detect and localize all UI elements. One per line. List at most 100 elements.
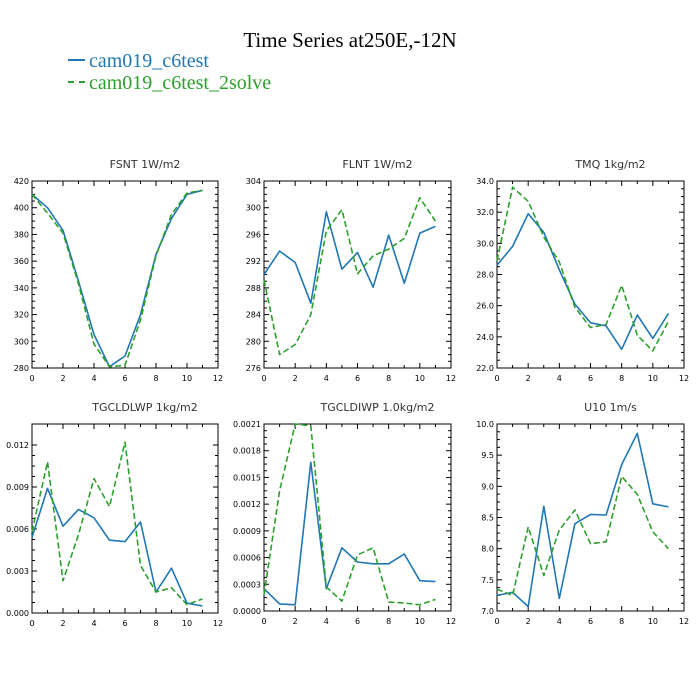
- chart-panel: FLNT 1W/m2 0 2 4 6 8 10 12 276 280 284 288 292 296 300…: [246, 158, 456, 383]
- legend-line-swatch: [68, 81, 85, 84]
- y-tick-label: 296: [246, 230, 261, 239]
- y-tick-label: 280: [246, 337, 261, 346]
- y-tick-label: 340: [14, 284, 29, 293]
- x-tick-label: 2: [60, 619, 65, 628]
- x-tick-label: 6: [355, 374, 360, 383]
- chart-title: TGCLDLWP 1kg/m2: [91, 401, 197, 414]
- chart-title: U10 1m/s: [584, 401, 637, 414]
- y-tick-label: 24.0: [476, 333, 494, 342]
- legend-item: cam019_c6test: [68, 50, 209, 73]
- x-tick-label: 2: [293, 374, 298, 383]
- x-tick-label: 8: [386, 374, 391, 383]
- x-tick-label: 12: [446, 617, 456, 626]
- y-tick-label: 292: [246, 257, 261, 266]
- chart-panel: TGCLDIWP 1.0kg/m2 0 2 4 6 8 10 12 0.0000 0.0003 0.…: [233, 401, 456, 626]
- x-tick-label: 10: [648, 374, 658, 383]
- y-tick-label: 300: [14, 337, 29, 346]
- y-tick-label: 30.0: [476, 239, 494, 248]
- x-tick-label: 6: [588, 617, 593, 626]
- series-line: [31, 189, 203, 368]
- y-tick-label: 9.5: [481, 451, 494, 460]
- x-tick-label: 0: [261, 617, 266, 626]
- legend-item: cam019_c6test_2solve: [68, 72, 271, 95]
- chart-panel: FSNT 1W/m2 0 2 4 6 8 10 12 280 300 320 340 360 380 400…: [14, 158, 223, 383]
- chart-title: TGCLDIWP 1.0kg/m2: [319, 401, 434, 414]
- y-tick-label: 360: [14, 257, 29, 266]
- plot-frame: [31, 180, 219, 369]
- x-tick-label: 12: [213, 374, 223, 383]
- y-tick-label: 0.0006: [233, 554, 261, 563]
- x-tick-label: 4: [324, 617, 329, 626]
- x-tick-label: 0: [261, 374, 266, 383]
- x-tick-label: 10: [415, 617, 425, 626]
- x-tick-label: 10: [415, 374, 425, 383]
- x-tick-label: 8: [153, 374, 158, 383]
- x-tick-label: 8: [386, 617, 391, 626]
- x-tick-label: 6: [122, 374, 127, 383]
- y-tick-label: 288: [246, 284, 261, 293]
- y-tick-label: 284: [246, 311, 261, 320]
- series-line: [496, 212, 670, 351]
- x-tick-label: 4: [557, 374, 562, 383]
- y-tick-label: 7.5: [481, 576, 494, 585]
- x-tick-label: 4: [91, 374, 96, 383]
- plot-frame: [496, 180, 685, 369]
- y-tick-label: 0.0012: [233, 500, 261, 509]
- series-line: [263, 423, 436, 606]
- y-tick-label: 276: [246, 364, 261, 373]
- series-line: [263, 196, 437, 356]
- x-tick-label: 12: [679, 617, 689, 626]
- y-tick-label: 400: [14, 204, 29, 213]
- x-tick-label: 2: [526, 617, 531, 626]
- x-tick-label: 4: [324, 374, 329, 383]
- x-tick-label: 8: [153, 619, 158, 628]
- series-line: [496, 432, 669, 608]
- y-tick-label: 304: [246, 177, 261, 186]
- y-tick-label: 22.0: [476, 364, 494, 373]
- series-line: [263, 461, 436, 606]
- chart-title: FSNT 1W/m2: [110, 158, 181, 171]
- x-tick-label: 8: [619, 374, 624, 383]
- chart-panel: TGCLDLWP 1kg/m2 0 2 4 6 8 10 12 0.000 0.003 0.006 0…: [6, 401, 223, 628]
- plot-frame: [496, 423, 685, 612]
- x-tick-label: 6: [355, 617, 360, 626]
- x-tick-label: 0: [494, 617, 499, 626]
- y-tick-label: 8.5: [481, 514, 494, 523]
- x-tick-label: 10: [182, 619, 192, 628]
- y-tick-label: 9.0: [481, 482, 494, 491]
- x-tick-label: 2: [293, 617, 298, 626]
- x-tick-label: 0: [29, 619, 34, 628]
- y-tick-label: 420: [14, 177, 29, 186]
- y-tick-label: 0.012: [6, 441, 29, 450]
- y-tick-label: 0.0009: [233, 527, 261, 536]
- y-tick-label: 0.0003: [233, 580, 261, 589]
- y-tick-label: 0.009: [6, 483, 29, 492]
- x-tick-label: 4: [91, 619, 96, 628]
- x-tick-label: 10: [648, 617, 658, 626]
- x-tick-label: 12: [679, 374, 689, 383]
- series-line: [31, 441, 203, 606]
- y-tick-label: 8.0: [481, 545, 494, 554]
- x-tick-label: 2: [526, 374, 531, 383]
- y-tick-label: 28.0: [476, 271, 494, 280]
- x-tick-label: 12: [213, 619, 223, 628]
- x-tick-label: 8: [619, 617, 624, 626]
- x-tick-label: 0: [494, 374, 499, 383]
- plot-frame: [263, 423, 452, 612]
- y-tick-label: 0.003: [6, 567, 29, 576]
- legend-line-swatch: [68, 59, 85, 62]
- y-tick-label: 34.0: [476, 177, 494, 186]
- y-tick-label: 380: [14, 230, 29, 239]
- x-tick-label: 0: [29, 374, 34, 383]
- y-tick-label: 0.0000: [233, 607, 261, 616]
- x-tick-label: 12: [446, 374, 456, 383]
- y-tick-label: 10.0: [476, 420, 494, 429]
- x-tick-label: 6: [588, 374, 593, 383]
- legend-label: cam019_c6test: [89, 50, 209, 72]
- chart-panel: U10 1m/s 0 2 4 6 8 10 12 7.0 7.5 8.0 8.5 9.0 9.5 10.0: [476, 401, 689, 626]
- y-tick-label: 7.0: [481, 607, 494, 616]
- chart-panel: TMQ 1kg/m2 0 2 4 6 8 10 12 22.0 24.0 26.0 28.0 30.0 3…: [476, 158, 689, 383]
- series-line: [31, 189, 203, 368]
- x-tick-label: 10: [182, 374, 192, 383]
